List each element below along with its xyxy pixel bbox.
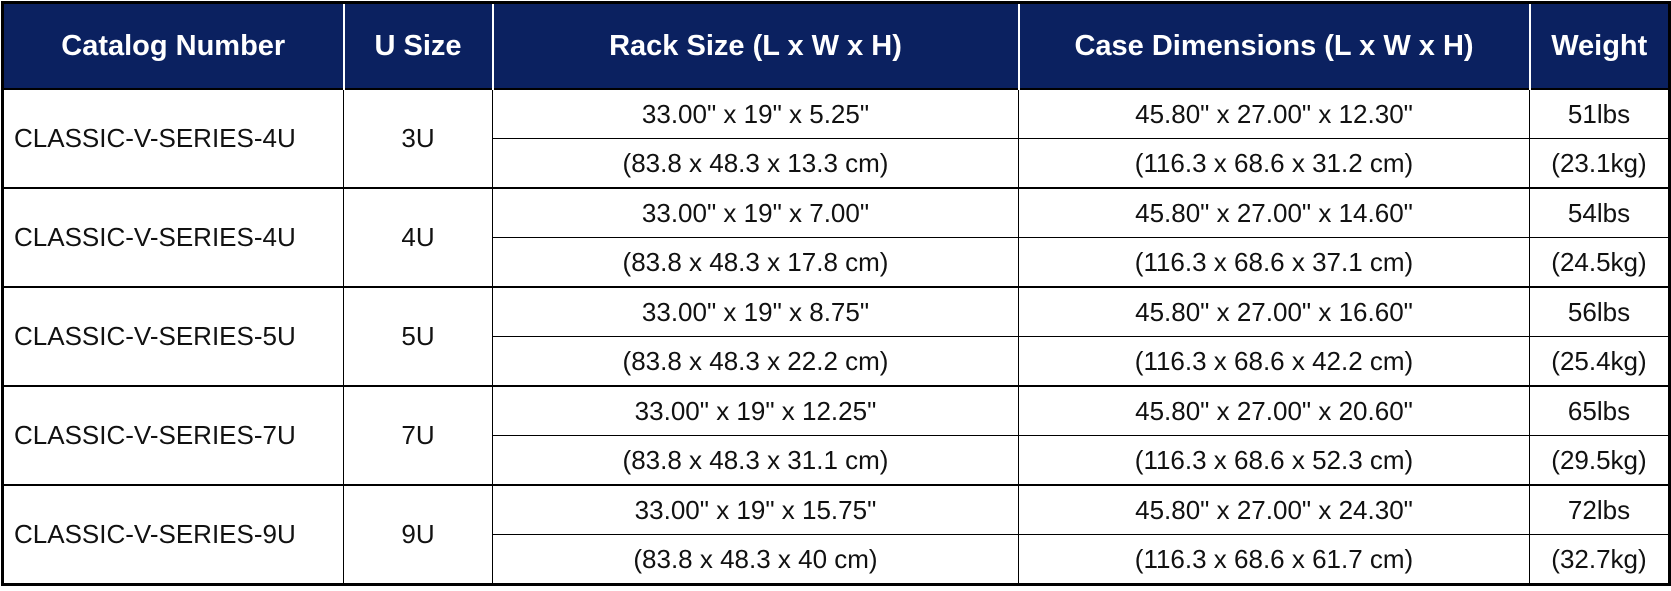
table-row: CLASSIC-V-SERIES-4U 4U 33.00" x 19" x 7.00…	[2, 187, 1670, 288]
case-cell: (116.3 x 68.6 x 37.1 cm)	[1018, 237, 1530, 288]
weight-cell: 54lbs	[1529, 187, 1670, 238]
rack-cell: 33.00" x 19" x 8.75"	[492, 286, 1019, 337]
header-cell: Case Dimensions (L x W x H)	[1017, 2, 1530, 89]
case-cell: (116.3 x 68.6 x 61.7 cm)	[1018, 534, 1530, 585]
case-cell: (116.3 x 68.6 x 52.3 cm)	[1018, 435, 1530, 486]
header-row: Catalog Number U Size Rack Size (L x W x H…	[2, 2, 1670, 89]
table-row: CLASSIC-V-SERIES-4U 3U 33.00" x 19" x 5.25…	[2, 88, 1670, 189]
rack-cell: 33.00" x 19" x 12.25"	[492, 385, 1019, 436]
weight-cell: (25.4kg)	[1529, 336, 1670, 387]
weight-cell: (29.5kg)	[1529, 435, 1670, 486]
weight-cell: (23.1kg)	[1529, 138, 1670, 189]
case-cell: (116.3 x 68.6 x 42.2 cm)	[1018, 336, 1530, 387]
header-cell: Weight	[1528, 2, 1670, 89]
rack-cell: 33.00" x 19" x 7.00"	[492, 187, 1019, 238]
rack-cell: 33.00" x 19" x 5.25"	[492, 88, 1019, 139]
u-size-cell: 5U	[343, 286, 493, 387]
case-cell: 45.80" x 27.00" x 14.60"	[1018, 187, 1530, 238]
header-cell: Rack Size (L x W x H)	[491, 2, 1019, 89]
table-row: (83.8 x 48.3 x 13.3 cm) (116.3 x 68.6 x 3…	[3, 138, 1670, 189]
catalog-cell: CLASSIC-V-SERIES-5U	[2, 286, 344, 387]
table-row: CLASSIC-V-SERIES-5U 5U 33.00" x 19" x 8.75…	[2, 286, 1670, 387]
table-row: CLASSIC-V-SERIES-9U 9U 33.00" x 19" x 15.7…	[2, 484, 1670, 585]
rack-cell: 33.00" x 19" x 15.75"	[492, 484, 1019, 535]
rack-cell: (83.8 x 48.3 x 22.2 cm)	[492, 336, 1019, 387]
catalog-cell: CLASSIC-V-SERIES-4U	[2, 187, 344, 288]
catalog-cell: CLASSIC-V-SERIES-7U	[2, 385, 344, 486]
weight-cell: (24.5kg)	[1529, 237, 1670, 288]
weight-cell: 51lbs	[1529, 88, 1670, 139]
u-size-cell: 9U	[343, 484, 493, 585]
case-cell: 45.80" x 27.00" x 16.60"	[1018, 286, 1530, 337]
catalog-cell: CLASSIC-V-SERIES-4U	[2, 88, 344, 189]
rack-cell: (83.8 x 48.3 x 17.8 cm)	[492, 237, 1019, 288]
rack-cell: (83.8 x 48.3 x 40 cm)	[492, 534, 1019, 585]
case-cell: 45.80" x 27.00" x 24.30"	[1018, 484, 1530, 535]
header-cell: U Size	[342, 2, 493, 89]
table-body: CLASSIC-V-SERIES-4U 3U 33.00" x 19" x 5.25…	[2, 88, 1670, 585]
table-row: (83.8 x 48.3 x 31.1 cm) (116.3 x 68.6 x 5…	[3, 435, 1670, 486]
weight-cell: 72lbs	[1529, 484, 1670, 535]
table-row: CLASSIC-V-SERIES-7U 7U 33.00" x 19" x 12.2…	[2, 385, 1670, 486]
rack-cell: (83.8 x 48.3 x 31.1 cm)	[492, 435, 1019, 486]
weight-cell: (32.7kg)	[1529, 534, 1670, 585]
case-cell: 45.80" x 27.00" x 20.60"	[1018, 385, 1530, 436]
catalog-cell: CLASSIC-V-SERIES-9U	[2, 484, 344, 585]
u-size-cell: 3U	[343, 88, 493, 189]
case-cell: (116.3 x 68.6 x 31.2 cm)	[1018, 138, 1530, 189]
u-size-cell: 7U	[343, 385, 493, 486]
rack-cell: (83.8 x 48.3 x 13.3 cm)	[492, 138, 1019, 189]
weight-cell: 65lbs	[1529, 385, 1670, 436]
table-row: (83.8 x 48.3 x 40 cm) (116.3 x 68.6 x 61.…	[3, 534, 1670, 585]
header-cell: Catalog Number	[2, 2, 344, 89]
case-cell: 45.80" x 27.00" x 12.30"	[1018, 88, 1530, 139]
weight-cell: 56lbs	[1529, 286, 1670, 337]
u-size-cell: 4U	[343, 187, 493, 288]
